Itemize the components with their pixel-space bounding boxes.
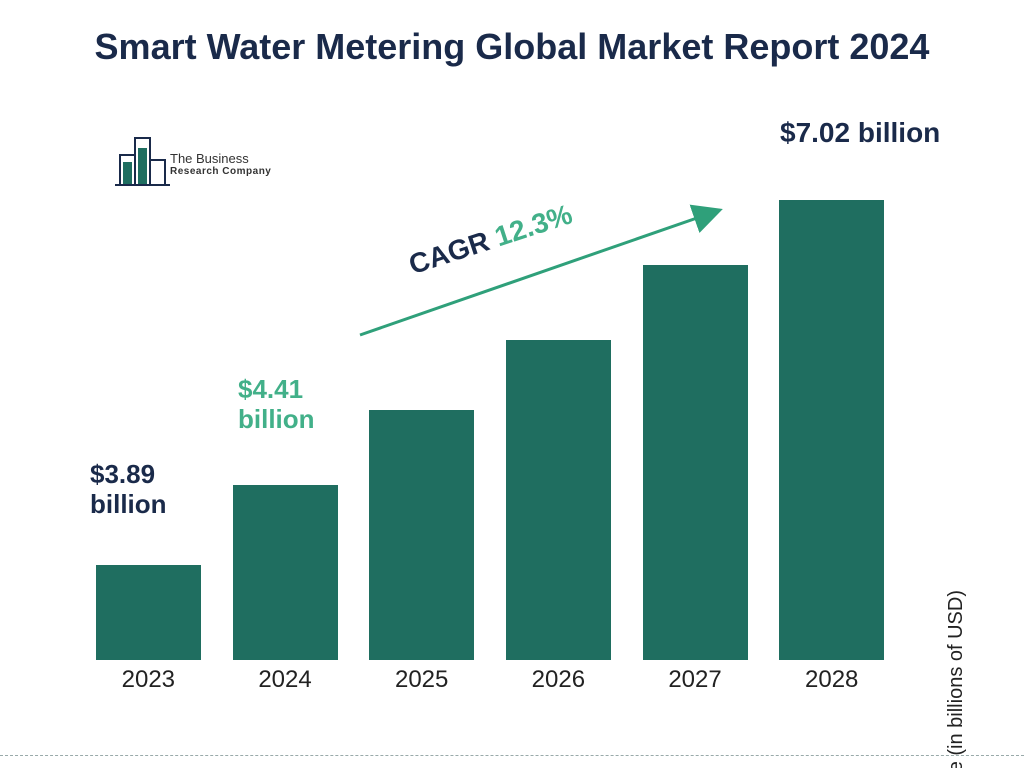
footer-divider [0,755,1024,756]
chart-page: Smart Water Metering Global Market Repor… [0,0,1024,768]
x-label: 2025 [363,666,480,694]
bars-container: 2023 2024 2025 2026 2027 2028 [80,160,900,660]
bar-slot: 2028 [773,160,890,660]
x-label: 2023 [90,666,207,694]
bar-slot: 2026 [500,160,617,660]
x-label: 2026 [500,666,617,694]
bar-2025 [369,410,474,660]
bar-slot: 2024 [227,160,344,660]
y-axis-label: Market Size (in billions of USD) [945,590,968,768]
chart-title: Smart Water Metering Global Market Repor… [0,24,1024,69]
bar-slot: 2027 [637,160,754,660]
bar-2028 [779,200,884,660]
x-label: 2028 [773,666,890,694]
x-label: 2027 [637,666,754,694]
bar-slot: 2025 [363,160,480,660]
x-label: 2024 [227,666,344,694]
bar-2024 [233,485,338,660]
bar-chart: 2023 2024 2025 2026 2027 2028 [80,140,950,700]
bar-2023 [96,565,201,660]
bar-slot: 2023 [90,160,207,660]
bar-2027 [643,265,748,660]
bar-2026 [506,340,611,660]
